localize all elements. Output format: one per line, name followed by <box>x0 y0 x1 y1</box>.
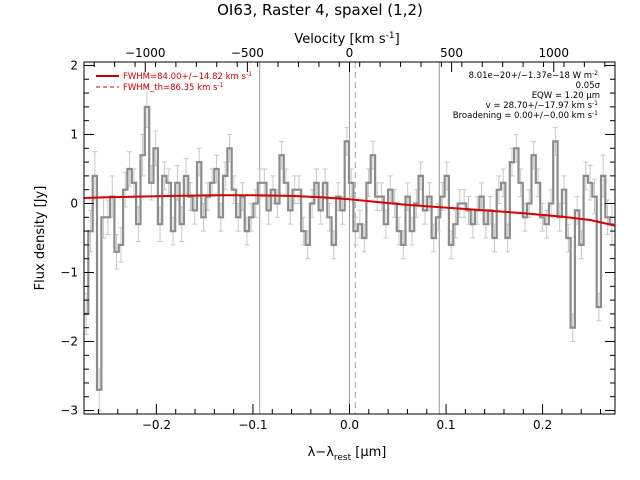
x-axis-ticks: −0.2 −0.1 0.0 0.1 0.2 <box>97 404 602 432</box>
y-tick-label: 1 <box>70 127 78 141</box>
x-tick-label: 0.0 <box>340 418 359 432</box>
legend-label: FWHM=84.00+/−14.82 km s-1 <box>123 71 252 82</box>
velocity-axis-label: Velocity [km s-1] <box>294 31 399 47</box>
v-tick-label: 500 <box>440 46 463 60</box>
y-tick-label: −3 <box>60 404 78 418</box>
fit-annotation: 8.01e−20+/−1.37e−18 W m-2 <box>469 70 599 81</box>
legend-label: FWHM_th=86.35 km s-1 <box>123 82 224 93</box>
fit-annotation: EQW = 1.20 μm <box>532 91 600 101</box>
x-axis-label: λ−λrest [μm] <box>308 445 387 463</box>
y-tick-label: −1 <box>60 266 78 280</box>
chart-title: OI63, Raster 4, spaxel (1,2) <box>217 1 423 19</box>
y-axis-label: Flux density [Jy] <box>33 186 48 291</box>
y-axis-ticks: −3 −2 −1 0 1 2 <box>60 58 615 418</box>
x-tick-label: 0.1 <box>436 418 455 432</box>
x-tick-label: −0.2 <box>142 418 171 432</box>
x-tick-label: −0.1 <box>238 418 267 432</box>
v-tick-label: 1000 <box>538 46 569 60</box>
v-tick-label: 0 <box>346 46 354 60</box>
y-tick-label: 2 <box>70 58 78 72</box>
y-tick-label: −2 <box>60 335 78 349</box>
model-fit-series <box>83 194 616 227</box>
v-tick-label: −1000 <box>125 46 166 60</box>
fit-annotation: 0.05σ <box>576 81 601 91</box>
model-fit-line <box>83 194 616 227</box>
fit-annotation: v = 28.70+/−17.97 km s-1 <box>486 100 599 111</box>
fit-annotation: Broadening = 0.00+/−0.00 km s-1 <box>453 110 598 121</box>
velocity-axis-ticks: −1000 −500 0 500 1000 <box>93 46 606 72</box>
v-tick-label: −500 <box>231 46 264 60</box>
y-tick-label: 0 <box>70 196 78 210</box>
x-tick-label: 0.2 <box>533 418 552 432</box>
